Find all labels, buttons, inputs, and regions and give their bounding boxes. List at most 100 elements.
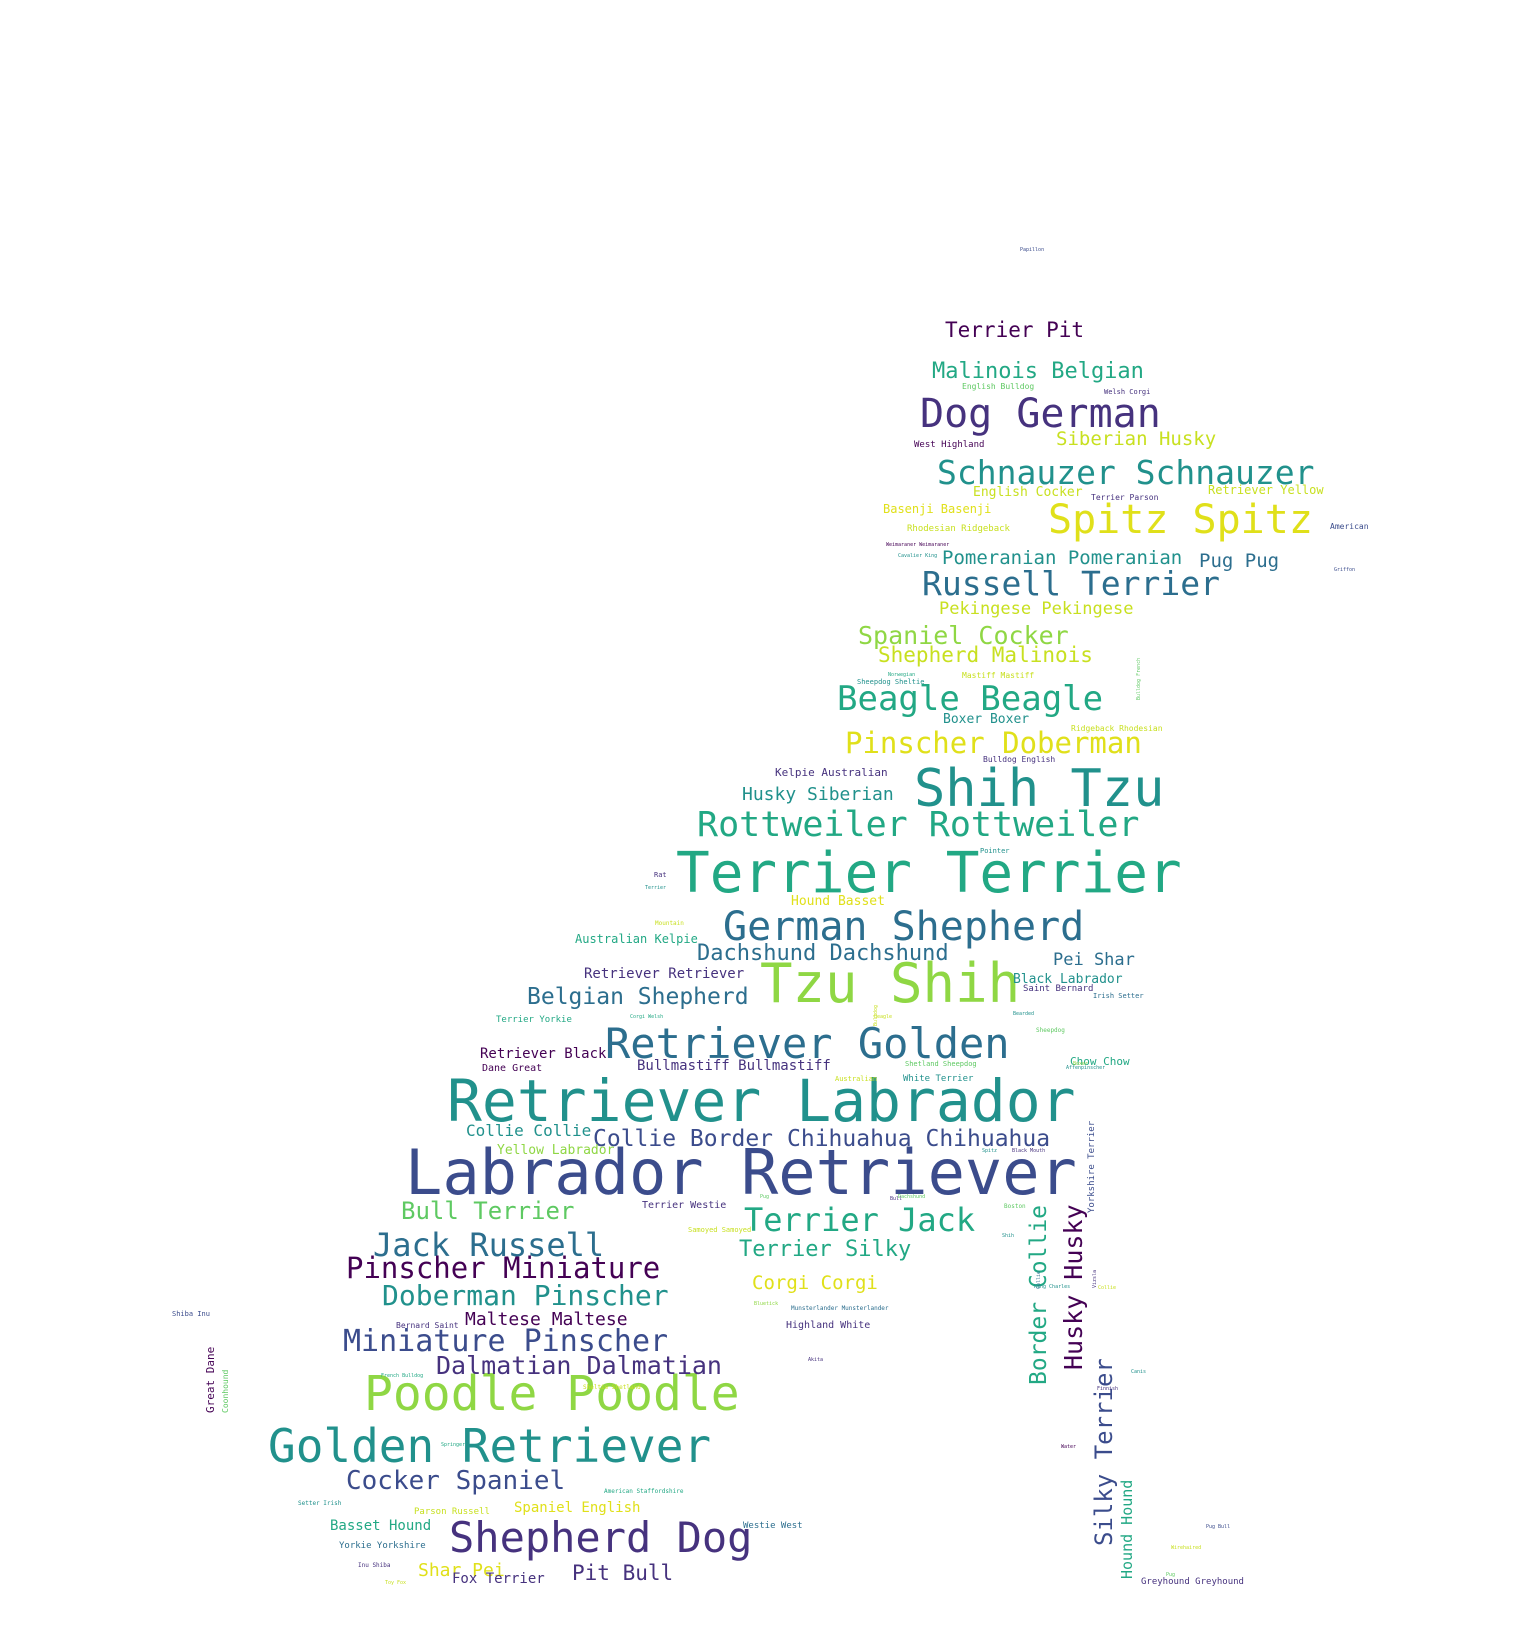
cloud-word: Corgi Welsh [630,1014,663,1020]
cloud-word: Collie [1036,1271,1042,1289]
cloud-word: Pei Shar [1053,950,1135,970]
cloud-word: Sheepdog [1036,1027,1065,1034]
cloud-word: Bulldog English [983,755,1055,764]
cloud-word: Boxer [1073,1061,1088,1067]
cloud-word: Shar Pei [418,1560,505,1581]
cloud-word: Munsterlander Munsterlander [791,1305,889,1312]
cloud-word: Silky Terrier [1090,1358,1118,1546]
cloud-word: Akita [808,1357,823,1363]
cloud-word: Pinscher Doberman [845,726,1142,760]
cloud-word: Spitz [982,1148,997,1154]
cloud-word: Mastiff Mastiff [962,671,1034,680]
cloud-word: Irish Setter [1093,992,1144,1000]
cloud-word: Miniature Pinscher [343,1324,668,1359]
cloud-word: Spitz Spitz [1048,497,1313,543]
cloud-word: Pinscher Miniature [346,1251,660,1285]
cloud-word: Sheltie Shetland [583,1384,641,1391]
cloud-word: Springer [441,1442,465,1448]
cloud-word: Affenpinscher [1066,1065,1105,1071]
cloud-word: Ridgeback Rhodesian [1071,724,1163,733]
cloud-word: Golden Retriever [268,1419,711,1473]
cloud-word: Boston [1004,1203,1026,1210]
cloud-word: Pug [760,1194,769,1200]
cloud-word: Shih Tzu [914,759,1164,819]
cloud-word: Hound Basset [791,894,885,909]
cloud-word: Greyhound Greyhound [1141,1577,1244,1587]
cloud-word: Collie [1098,1285,1116,1291]
cloud-word: Yorkie Yorkshire [339,1541,426,1551]
cloud-word: Poodle Poodle [364,1366,740,1422]
cloud-word: Bernard Saint [396,1321,459,1330]
cloud-word: Cocker Spaniel [346,1466,565,1496]
cloud-word: Chihuahua Chihuahua [787,1126,1050,1152]
cloud-word: Terrier Silky [739,1237,911,1262]
cloud-word: Boxer Boxer [943,712,1029,727]
cloud-word: Terrier Westie [642,1200,726,1211]
cloud-word: Bullmastiff Bullmastiff [637,1058,831,1074]
cloud-word: Highland White [786,1320,870,1331]
cloud-word: Basset Hound [330,1518,431,1534]
cloud-word: Russell Terrier [922,564,1220,603]
cloud-word: Dachshund Dachshund [697,941,949,966]
cloud-word: Yellow Labrador [497,1143,615,1158]
cloud-word: Tzu Shih [760,952,1020,1015]
cloud-word: Rottweiler Rottweiler [697,805,1140,845]
cloud-word: Bulldog French [1136,658,1142,700]
cloud-word: Belgian Shepherd [527,984,749,1010]
cloud-word: Retriever Labrador [447,1067,1076,1135]
cloud-word: Dalmatian Dalmatian [436,1351,722,1380]
cloud-word: Fox Terrier [452,1571,545,1587]
cloud-word: Finnish [1097,1386,1118,1392]
cloud-word: Kelpie Australian [775,766,888,779]
cloud-word: Saint Bernard [1023,984,1093,994]
cloud-word: American Staffordshire [604,1488,684,1495]
cloud-word: Pug Pug [1199,550,1279,572]
cloud-word: Siberian Husky [1056,428,1216,450]
cloud-word: Yorkshire Terrier [1087,1120,1097,1213]
cloud-word: Griffon [1334,567,1355,573]
cloud-word: Labrador Retriever [405,1136,1077,1209]
cloud-word: Terrier Terrier [676,841,1182,906]
cloud-word: Schnauzer Schnauzer [937,453,1315,492]
cloud-word: French Bulldog [381,1373,423,1379]
cloud-word: Collie Border [593,1126,773,1152]
cloud-word: Retriever Black [480,1046,607,1062]
cloud-word: Bull Terrier [401,1197,574,1225]
cloud-word: Great Dane [204,1347,217,1413]
cloud-word: Chow Chow [1070,1055,1130,1068]
cloud-word: Parson Russell [414,1507,490,1517]
cloud-word: Doberman Pinscher [382,1279,669,1312]
cloud-word: Vizsla [1092,1270,1098,1288]
cloud-word: King Charles [1034,1284,1070,1290]
cloud-word: Retriever Yellow [1208,483,1324,497]
cloud-word: Samoyed Samoyed [688,1226,751,1234]
cloud-word: Shepherd Dog [449,1513,752,1562]
cloud-word: Beagle [874,1014,892,1020]
cloud-word: Pug Bull [1206,1524,1230,1530]
cloud-word: Mountain [655,920,684,927]
cloud-word: Papillon [1020,247,1044,253]
cloud-word: Retriever Golden [605,1019,1010,1068]
cloud-word: Terrier [645,885,666,891]
cloud-word: Collie Collie [466,1121,591,1140]
cloud-word: Australian [835,1075,877,1083]
cloud-word: Spaniel English [514,1500,640,1516]
cloud-word: Dog German [920,391,1161,437]
cloud-word: Bull [890,1196,902,1202]
cloud-word: West Highland [914,440,984,450]
cloud-word: Pointer [980,847,1010,855]
cloud-word: Shih [1002,1233,1014,1239]
cloud-word: Basenji Basenji [883,502,991,516]
cloud-word: Maltese Maltese [465,1309,628,1330]
cloud-word: Hound Hound [1118,1480,1136,1579]
cloud-word: Coonhound [221,1369,230,1413]
cloud-word: Beagle Beagle [837,679,1103,719]
cloud-word: Toy Fox [385,1580,406,1586]
cloud-word: Shepherd Malinois [878,643,1093,667]
cloud-word: English Bulldog [962,382,1034,391]
cloud-word: American [1330,522,1369,531]
cloud-word: Bearded [1013,1011,1034,1017]
cloud-word: Canis [1131,1369,1146,1375]
cloud-word: Bulldog [873,1005,879,1026]
cloud-word: Sheepdog Sheltie [857,678,924,686]
